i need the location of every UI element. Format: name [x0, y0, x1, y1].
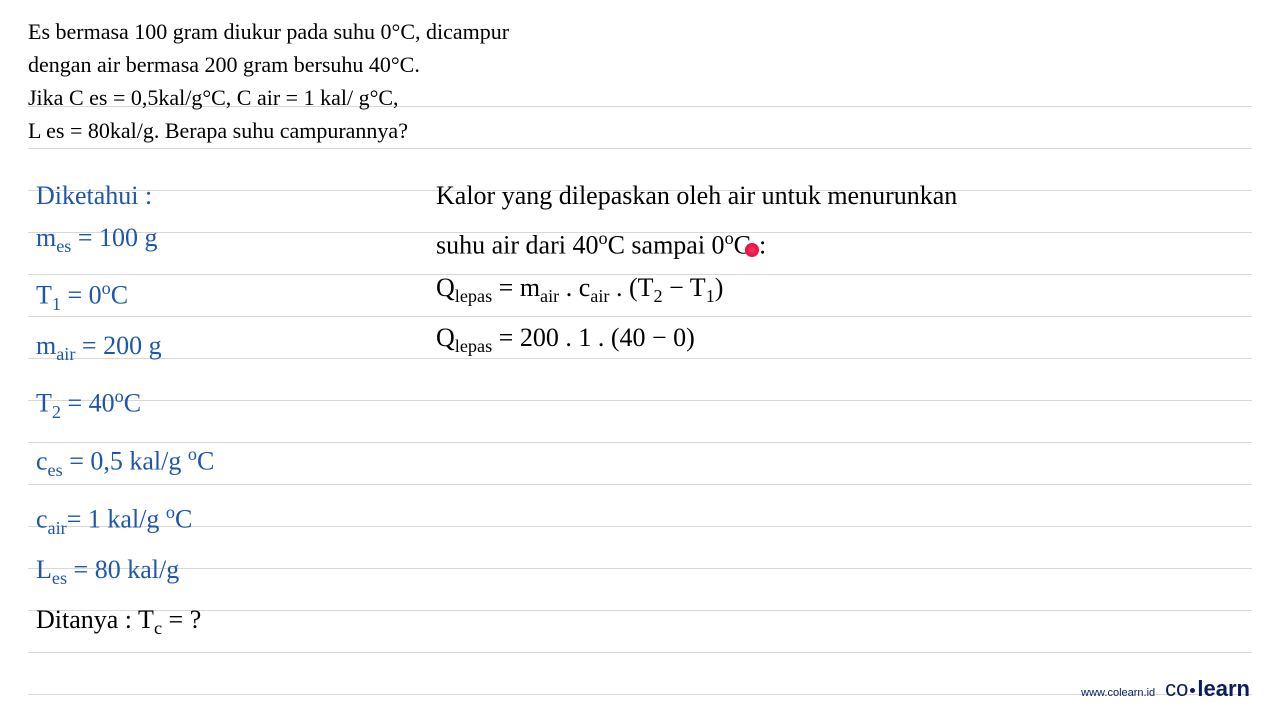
- degree-symbol: o: [166, 502, 175, 522]
- work-line-1: Kalor yang dilepaskan oleh air untuk men…: [436, 175, 1252, 217]
- text: − T: [663, 273, 706, 302]
- given-t1: T1 = 0oC: [36, 267, 416, 325]
- var-val: = 40: [61, 389, 115, 418]
- text: = 200 . 1 . (40 − 0): [492, 323, 695, 352]
- given-m-air: mair = 200 g: [36, 325, 416, 375]
- var-label: L: [36, 555, 52, 584]
- var-val: = 1 kal/g: [67, 505, 166, 534]
- footer-logo: colearn: [1165, 676, 1250, 702]
- var-sub: lepas: [455, 286, 492, 306]
- given-c-air: cair= 1 kal/g oC: [36, 491, 416, 549]
- var-label: T: [36, 281, 52, 310]
- work-q-numbers: Qlepas = 200 . 1 . (40 − 0): [436, 317, 1252, 367]
- var-sub: 1: [706, 286, 715, 306]
- paper-line: [28, 652, 1252, 653]
- var-label: T: [36, 389, 52, 418]
- var-sub: air: [540, 286, 559, 306]
- footer: www.colearn.id colearn: [1081, 676, 1250, 702]
- var-label: c: [36, 447, 48, 476]
- logo-dot-icon: [1190, 688, 1195, 693]
- red-marker-icon: [745, 243, 759, 257]
- var-label: c: [36, 505, 48, 534]
- var-sub: es: [56, 236, 71, 256]
- var-sub: 1: [52, 294, 61, 314]
- given-t2: T2 = 40oC: [36, 375, 416, 433]
- paper-line: [28, 694, 1252, 695]
- text: . (T: [609, 273, 653, 302]
- var-val: = ?: [162, 605, 201, 634]
- given-m-es: mes = 100 g: [36, 217, 416, 267]
- problem-line-2: dengan air bermasa 200 gram bersuhu 40°C…: [28, 48, 509, 81]
- problem-line-1: Es bermasa 100 gram diukur pada suhu 0°C…: [28, 15, 509, 48]
- degree-symbol: o: [102, 278, 111, 298]
- work-line-2: suhu air dari 40oC sampai 0oC:: [436, 217, 1252, 267]
- degree-symbol: o: [598, 228, 607, 248]
- var-val: = 0,5 kal/g: [63, 447, 188, 476]
- var-sub: es: [48, 460, 63, 480]
- var-sub: air: [56, 344, 75, 364]
- paper-line: [28, 148, 1252, 149]
- var-val: = 100 g: [71, 223, 157, 252]
- var-val: = 0: [61, 281, 102, 310]
- unit: C: [197, 447, 214, 476]
- text: C sampai 0: [608, 231, 725, 260]
- var-label: m: [36, 331, 56, 360]
- var-label: Ditanya : T: [36, 605, 154, 634]
- degree-symbol: o: [188, 444, 197, 464]
- working-column: Kalor yang dilepaskan oleh air untuk men…: [436, 175, 1252, 367]
- var-sub: 2: [654, 286, 663, 306]
- var-val: = 80 kal/g: [67, 555, 179, 584]
- text: ): [715, 273, 724, 302]
- given-column: Diketahui : mes = 100 g T1 = 0oC mair = …: [36, 175, 416, 649]
- unit: C: [124, 389, 141, 418]
- problem-line-3: Jika C es = 0,5kal/g°C, C air = 1 kal/ g…: [28, 81, 509, 114]
- var-sub: air: [590, 286, 609, 306]
- var-sub: 2: [52, 402, 61, 422]
- given-heading: Diketahui :: [36, 175, 416, 217]
- text: suhu air dari 40: [436, 231, 598, 260]
- var-sub: air: [48, 518, 67, 538]
- problem-line-4: L es = 80kal/g. Berapa suhu campurannya?: [28, 114, 509, 147]
- text: :: [759, 231, 766, 260]
- var-val: = 200 g: [75, 331, 161, 360]
- problem-statement: Es bermasa 100 gram diukur pada suhu 0°C…: [28, 15, 509, 147]
- var-label: Q: [436, 323, 455, 352]
- degree-symbol: o: [115, 386, 124, 406]
- var-sub: es: [52, 568, 67, 588]
- unit: C: [175, 505, 192, 534]
- text: = m: [492, 273, 540, 302]
- given-L-es: Les = 80 kal/g: [36, 549, 416, 599]
- ditanya-line: Ditanya : Tc = ?: [36, 599, 416, 649]
- var-label: m: [36, 223, 56, 252]
- text: . c: [559, 273, 590, 302]
- unit: C: [111, 281, 128, 310]
- degree-symbol: o: [725, 228, 734, 248]
- work-q-formula: Qlepas = mair . cair . (T2 − T1): [436, 267, 1252, 317]
- var-label: Q: [436, 273, 455, 302]
- given-c-es: ces = 0,5 kal/g oC: [36, 433, 416, 491]
- footer-url: www.colearn.id: [1081, 687, 1155, 699]
- var-sub: lepas: [455, 336, 492, 356]
- var-sub: c: [154, 618, 162, 638]
- logo-right: learn: [1197, 676, 1250, 701]
- logo-left: co: [1165, 676, 1188, 701]
